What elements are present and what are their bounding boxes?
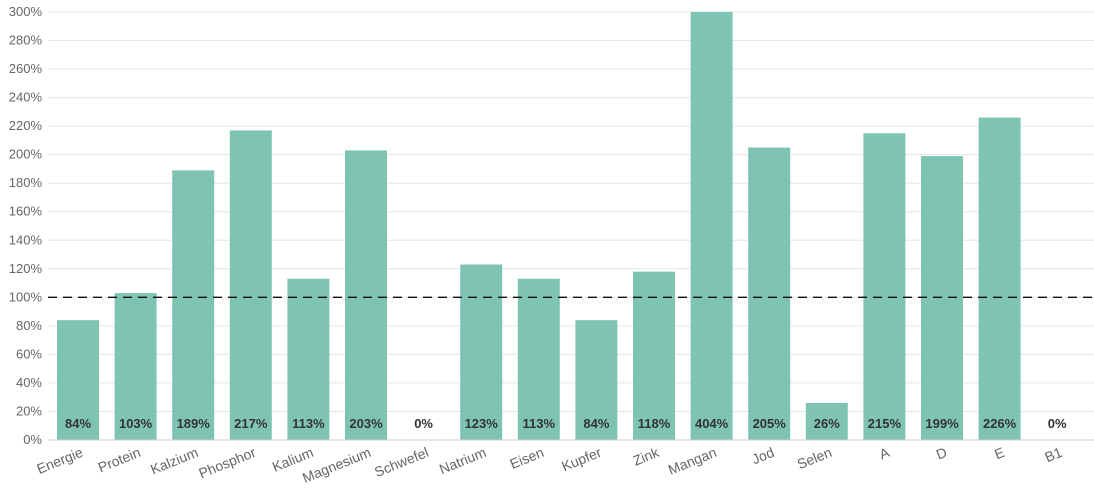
y-tick-label: 0% — [23, 432, 42, 447]
bar-value-label: 189% — [177, 416, 211, 431]
y-tick-label: 140% — [9, 232, 43, 247]
x-category-label: Protein — [96, 444, 143, 475]
bar-value-label: 84% — [65, 416, 91, 431]
bar — [287, 278, 330, 440]
y-tick-label: 280% — [9, 33, 43, 48]
x-category-label: B1 — [1042, 444, 1064, 465]
y-tick-label: 120% — [9, 261, 43, 276]
y-tick-label: 20% — [16, 403, 42, 418]
bar — [114, 293, 157, 440]
bar — [517, 278, 560, 440]
y-tick-label: 300% — [9, 4, 43, 19]
y-tick-label: 240% — [9, 90, 43, 105]
x-category-label: Kupfer — [559, 444, 604, 474]
x-category-label: Kalzium — [148, 444, 200, 477]
bar — [172, 170, 215, 441]
bar-value-label: 113% — [523, 416, 556, 431]
bar-value-label: 123% — [465, 416, 499, 431]
x-category-label: A — [877, 444, 892, 463]
y-tick-label: 180% — [9, 175, 43, 190]
bar — [633, 271, 675, 440]
bars — [57, 12, 1021, 441]
bar-value-label: 203% — [349, 416, 383, 431]
bar-value-label: 226% — [983, 416, 1017, 431]
bar-value-label: 103% — [119, 416, 153, 431]
y-tick-label: 260% — [9, 61, 43, 76]
bar-value-label: 215% — [868, 416, 902, 431]
bar-value-label: 118% — [638, 416, 671, 431]
y-tick-label: 100% — [9, 289, 43, 304]
bar-value-label: 199% — [925, 416, 959, 431]
x-category-label: Natrium — [437, 444, 488, 477]
bar-value-label: 217% — [234, 416, 268, 431]
bar — [57, 320, 99, 440]
x-category-label: Schwefel — [372, 444, 431, 480]
data-labels: 84% 103% 189% 217% 113% 203% 0% 123% 113% 84% 118%… — [65, 416, 1067, 431]
x-category-label: D — [934, 444, 949, 463]
bar — [229, 130, 272, 440]
bar — [921, 156, 963, 441]
bar — [805, 402, 848, 440]
bar — [863, 133, 906, 440]
bar-value-label: 0% — [414, 416, 433, 431]
bar-value-label: 404% — [695, 416, 729, 431]
bar-value-label: 84% — [583, 416, 609, 431]
x-category-label: Selen — [795, 444, 834, 472]
y-axis-ticks: 0% 20% 40% 60% 80% 100% 120% 140% 160% 180% 200% 22… — [9, 4, 43, 447]
bar — [978, 117, 1021, 440]
x-category-label: E — [992, 444, 1007, 462]
x-category-label: Jod — [749, 444, 776, 467]
x-category-label: Phosphor — [196, 444, 258, 481]
bar — [345, 150, 387, 441]
x-category-label: Zink — [631, 444, 662, 469]
grid-lines — [48, 11, 1094, 412]
bar — [575, 320, 618, 440]
y-tick-label: 40% — [16, 375, 42, 390]
y-tick-label: 80% — [16, 318, 42, 333]
bar-value-label: 0% — [1048, 416, 1067, 431]
y-tick-label: 200% — [9, 147, 43, 162]
y-tick-label: 220% — [9, 118, 43, 133]
x-category-label: Energie — [34, 444, 85, 477]
y-tick-label: 60% — [16, 346, 42, 361]
bar-value-label: 26% — [814, 416, 840, 431]
bar-value-label: 113% — [292, 416, 325, 431]
y-tick-label: 160% — [9, 204, 43, 219]
bar — [748, 147, 791, 441]
bar — [690, 12, 733, 440]
x-category-label: Eisen — [507, 444, 545, 472]
x-category-label: Mangan — [666, 444, 719, 478]
bar-value-label: 205% — [753, 416, 787, 431]
bar — [460, 264, 503, 440]
